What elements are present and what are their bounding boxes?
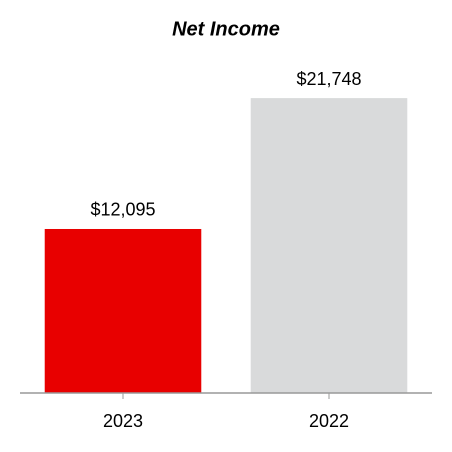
x-tick-label: 2023	[103, 411, 143, 431]
x-tick-label: 2022	[309, 411, 349, 431]
bar	[44, 228, 202, 393]
chart-title: Net Income	[172, 18, 280, 40]
bar	[250, 98, 408, 394]
data-label: $12,095	[90, 200, 155, 220]
data-label: $21,748	[296, 69, 361, 89]
